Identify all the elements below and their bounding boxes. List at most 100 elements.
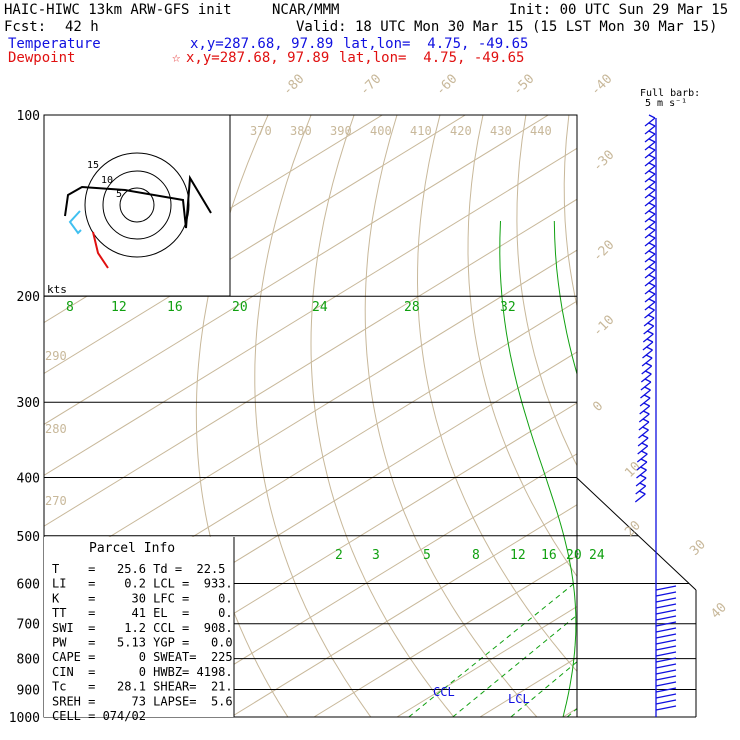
parcel-info-row: PW = 5.13 YGP = 0.0 <box>52 636 233 650</box>
isotherm-line <box>44 115 466 375</box>
pressure-tick-label: 900 <box>17 683 40 698</box>
parcel-info-title: Parcel Info <box>89 541 175 556</box>
dry-adiabat-line <box>655 115 740 717</box>
parcel-info-row: LI = 0.2 LCL = 933. <box>52 577 233 591</box>
wind-barb-flag <box>648 234 656 239</box>
wind-barb <box>655 591 677 597</box>
isotherm-label: -80 <box>280 72 307 99</box>
wind-barb <box>640 389 651 399</box>
hodograph-trace-red <box>92 231 109 269</box>
wind-barb <box>644 229 656 239</box>
wind-barb <box>655 693 677 699</box>
wind-barb <box>655 633 677 639</box>
wind-barb-flag <box>648 202 656 207</box>
wind-barb-flag <box>648 146 656 151</box>
wind-barb <box>636 453 648 463</box>
wind-barb <box>640 373 652 383</box>
wind-barb-flag <box>645 370 652 375</box>
isotherm-label: -30 <box>590 148 617 175</box>
theta-label: 280 <box>45 422 67 436</box>
wind-barb <box>644 269 656 279</box>
dry-adiabat-line <box>467 115 577 578</box>
wind-barb <box>655 669 677 675</box>
moist-adiabat-line <box>729 221 740 717</box>
mixing-ratio-label: 32 <box>500 300 516 315</box>
theta-label: 390 <box>330 124 352 138</box>
wind-barb <box>655 651 677 657</box>
wind-barb <box>655 597 677 603</box>
isotherm-line <box>396 605 577 717</box>
wind-barb-flag <box>641 442 648 447</box>
fcst-label: Fcst: <box>4 19 47 35</box>
wind-barb-flag <box>647 314 655 319</box>
wind-barb <box>644 173 656 183</box>
wind-barb-flag <box>648 242 656 247</box>
wind-barb <box>643 325 655 335</box>
wind-barb <box>644 237 656 247</box>
wind-barb <box>644 141 656 151</box>
wind-barb <box>655 609 677 615</box>
mixing-ratio-label: 16 <box>541 548 557 563</box>
mixing-ratio-label: 20 <box>232 300 248 315</box>
wind-barb <box>636 469 647 479</box>
wind-barb <box>638 421 650 431</box>
pressure-tick-label: 100 <box>17 109 40 124</box>
wind-barb <box>644 309 655 319</box>
hodograph-ring-label-5: 5 <box>116 189 122 200</box>
wind-barb-flag <box>648 138 656 143</box>
wind-barb <box>655 675 677 681</box>
mixing-ratio-label: 28 <box>404 300 420 315</box>
wind-barb <box>655 687 677 693</box>
mixing-ratio-lines <box>408 220 740 717</box>
pressure-tick-label: 400 <box>17 471 40 486</box>
wind-barb <box>644 189 656 199</box>
dry-adiabat-line <box>310 115 455 717</box>
isotherm-line <box>479 656 577 717</box>
wind-barb <box>655 585 677 591</box>
wind-barb-flag <box>648 290 656 295</box>
moist-adiabat-line <box>499 220 577 717</box>
mixing-ratio-label: 20 <box>566 548 582 563</box>
dewpoint-curve <box>644 115 740 717</box>
wind-barb <box>655 627 677 633</box>
wind-barb <box>635 477 647 487</box>
wind-barb-flag <box>644 378 652 383</box>
hodograph-ring-label-15: 15 <box>87 160 99 171</box>
mixing-ratio-label: 16 <box>167 300 183 315</box>
isotherm-label: -70 <box>357 72 384 99</box>
temperature-latlon: lat,lon= 4.75, -49.65 <box>343 36 529 52</box>
wind-barb-flag <box>642 426 649 431</box>
sounding-curves <box>644 115 740 717</box>
wind-barb-flag <box>641 450 648 455</box>
wind-barb-flag <box>646 338 654 343</box>
dewpoint-latlon: lat,lon= 4.75, -49.65 <box>339 50 525 66</box>
wind-barb <box>644 301 656 311</box>
isotherm-label: -40 <box>588 72 615 99</box>
wind-barb-flag <box>648 282 656 287</box>
wind-barb <box>637 437 649 447</box>
dry-adiabat-line <box>254 115 372 717</box>
pressure-tick-label: 300 <box>17 396 40 411</box>
hodograph-ring-label-10: 10 <box>101 175 113 186</box>
isotherm-label: -60 <box>433 72 460 99</box>
wind-barb-flag <box>641 434 649 439</box>
wind-barb-flag <box>648 306 655 311</box>
hodograph-ring-10 <box>102 170 172 240</box>
dry-adiabat-line <box>610 115 740 717</box>
wind-barb <box>636 461 648 471</box>
isotherm-line <box>147 453 577 717</box>
isotherm-line <box>44 147 577 476</box>
wind-barb-flag <box>648 258 656 263</box>
moist-adiabat-line <box>553 220 577 376</box>
wind-barb-flag <box>648 210 656 215</box>
mixing-ratio-label: 5 <box>423 548 431 563</box>
dewpoint-xy: x,y=287.68, 97.89 <box>186 50 330 66</box>
wind-barb <box>644 253 656 263</box>
wind-barb-flag <box>644 386 651 391</box>
barb-note-line1: Full barb: <box>640 88 700 99</box>
wind-barb <box>655 603 677 609</box>
wind-barb <box>644 125 656 135</box>
hodograph-box <box>43 114 231 297</box>
wind-barb <box>655 705 677 711</box>
